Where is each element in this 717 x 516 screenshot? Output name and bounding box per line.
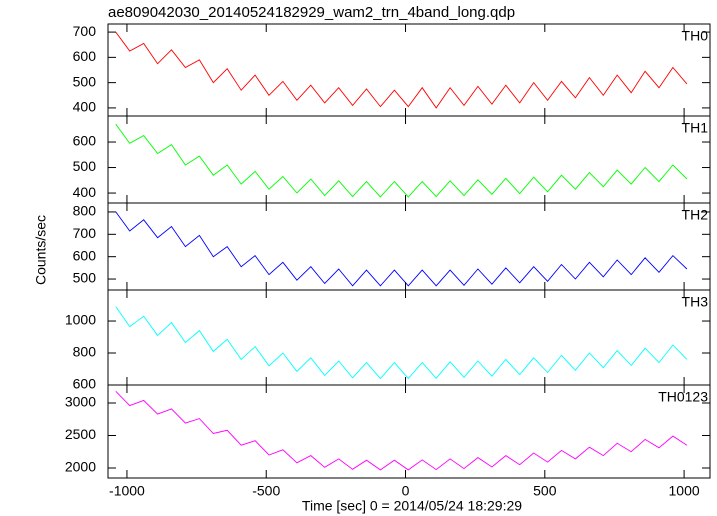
y-tick-label: 800 — [73, 344, 97, 360]
y-tick-label: 600 — [73, 48, 97, 64]
y-tick-label: 700 — [73, 23, 97, 39]
x-tick-label: 1000 — [669, 483, 700, 499]
x-axis-label: Time [sec] 0 = 2014/05/24 18:29:29 — [302, 498, 522, 514]
y-tick-label: 500 — [73, 158, 97, 174]
y-tick-label: 2000 — [65, 459, 96, 475]
data-line — [115, 123, 688, 198]
y-tick-label: 400 — [73, 99, 97, 115]
data-line — [115, 211, 688, 287]
y-axis-label: Counts/sec — [33, 215, 49, 285]
y-tick-label: 400 — [73, 184, 97, 200]
x-tick-label: -500 — [252, 483, 280, 499]
y-tick-label: 500 — [73, 270, 97, 286]
panel-frame — [107, 384, 711, 479]
y-tick-label: 700 — [73, 225, 97, 241]
data-line — [115, 306, 688, 380]
series-label: TH2 — [682, 207, 709, 223]
y-tick-label: 1000 — [65, 312, 96, 328]
series-label: TH3 — [682, 294, 709, 310]
data-line — [115, 390, 688, 471]
chart-title: ae809042030_20140524182929_wam2_trn_4ban… — [108, 4, 515, 21]
y-tick-label: 2500 — [65, 426, 96, 442]
x-tick-label: 500 — [533, 483, 557, 499]
series-label: TH0123 — [658, 389, 708, 405]
y-tick-label: 600 — [73, 133, 97, 149]
y-tick-label: 500 — [73, 73, 97, 89]
y-tick-label: 3000 — [65, 394, 96, 410]
series-label: TH0 — [682, 28, 709, 44]
series-label: TH1 — [682, 120, 709, 136]
data-line — [115, 31, 688, 109]
y-tick-label: 600 — [73, 247, 97, 263]
x-tick-label: -1000 — [109, 483, 145, 499]
y-tick-label: 800 — [73, 203, 97, 219]
x-tick-label: 0 — [402, 483, 410, 499]
y-tick-label: 600 — [73, 376, 97, 392]
